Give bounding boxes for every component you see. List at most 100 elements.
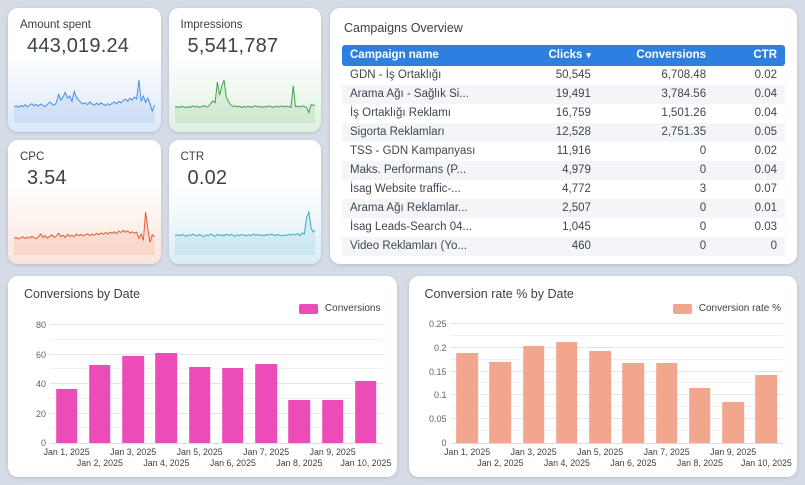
table-cell: ··· <box>342 256 510 264</box>
table-cell: 0.05 <box>754 126 777 138</box>
y-axis-tick-label: 20 <box>35 408 46 419</box>
x-axis-label: Jan 4, 2025 <box>543 458 590 468</box>
bar-jan-1-2025[interactable] <box>55 388 78 443</box>
x-axis-label: Jan 9, 2025 <box>309 447 356 457</box>
table-row[interactable]: TSS - GDN Kampanyası 11,916 0 0.02 <box>342 142 785 161</box>
table-row[interactable]: İsag Website traffic-... 4,772 3 0.07 <box>342 180 785 199</box>
table-cell: 12,528 <box>555 126 591 138</box>
gridline <box>450 334 783 336</box>
table-row-partial: ············ <box>342 256 785 264</box>
bar-jan-4-2025[interactable] <box>556 341 578 443</box>
sparkline-chart <box>14 71 155 123</box>
column-header-conversions[interactable]: Conversions <box>598 45 715 66</box>
bar-jan-4-2025[interactable] <box>155 353 178 443</box>
kpi-value: 443,019.24 <box>27 35 130 57</box>
column-header-clicks-label: Clicks <box>548 49 583 61</box>
gridline <box>450 406 783 408</box>
table-row[interactable]: İş Ortaklığı Reklamı 16,759 1,501.26 0.04 <box>342 104 785 123</box>
table-cell: 0 <box>699 164 707 176</box>
plot-area: 0 0.05 0.1 0.15 0.2 0.25 <box>429 318 783 448</box>
kpi-card-impressions: Impressions 5,541,787 <box>168 8 321 132</box>
bar-jan-5-2025[interactable] <box>589 351 611 443</box>
legend-conversions[interactable]: Conversions <box>298 303 381 314</box>
table-row[interactable]: GDN - İş Ortaklığı 50,545 6,708.48 0.02 <box>342 66 785 85</box>
legend-conversion-rate[interactable]: Conversion rate % <box>672 303 781 314</box>
table-cell: ··· <box>510 256 599 264</box>
bar-jan-8-2025[interactable] <box>288 400 311 443</box>
bar-jan-10-2025[interactable] <box>755 374 778 443</box>
table-row[interactable]: Maks. Performans (P... 4,979 0 0.04 <box>342 161 785 180</box>
sparkline-chart <box>174 71 315 123</box>
table-cell: İsag Website traffic-... <box>350 183 461 195</box>
bottom-section: Conversions by Date Conversions 0 20 40 60 8… <box>8 276 797 477</box>
bar-jan-7-2025[interactable] <box>255 363 277 443</box>
x-axis-label: Jan 6, 2025 <box>209 458 256 468</box>
gridline <box>450 322 783 324</box>
x-axis-label: Jan 2, 2025 <box>76 458 123 468</box>
table-cell: 4,979 <box>562 164 591 176</box>
table-row[interactable]: Arama Ağı - Sağlık Si... 19,491 3,784.56 0.… <box>342 85 785 104</box>
bar-jan-5-2025[interactable] <box>188 366 211 443</box>
table-cell: TSS - GDN Kampanyası <box>350 145 476 157</box>
bar-jan-3-2025[interactable] <box>122 356 144 443</box>
sparkline-chart <box>14 203 155 255</box>
bar-jan-10-2025[interactable] <box>355 381 377 443</box>
x-axis-label: Jan 1, 2025 <box>43 447 90 457</box>
column-header-ctr[interactable]: CTR <box>714 45 785 66</box>
table-cell: İsag Leads-Search 04... <box>350 221 473 233</box>
bar-jan-6-2025[interactable] <box>622 363 645 443</box>
table-row[interactable]: Video Reklamları (Yo... 460 0 0 <box>342 237 785 256</box>
x-axis-label: Jan 10, 2025 <box>340 458 392 468</box>
gridline <box>450 394 783 396</box>
bar-jan-8-2025[interactable] <box>689 387 711 443</box>
kpi-value: 0.02 <box>187 167 228 189</box>
gridline <box>450 370 783 372</box>
table-cell: Video Reklamları (Yo... <box>350 240 467 252</box>
plot-area: 0 20 40 60 80 <box>36 318 383 448</box>
bar-jan-9-2025[interactable] <box>722 401 744 443</box>
bar-jan-1-2025[interactable] <box>456 352 478 443</box>
conversion-rate-by-date-chart: Conversion rate % by Date Conversion rat… <box>408 276 797 477</box>
bar-jan-7-2025[interactable] <box>655 363 678 443</box>
bar-jan-2-2025[interactable] <box>489 362 512 443</box>
bar-jan-2-2025[interactable] <box>89 365 111 443</box>
legend-swatch <box>298 303 318 314</box>
y-axis-tick-label: 0 <box>441 438 447 448</box>
table-cell: 0.01 <box>754 202 777 214</box>
bar-jan-9-2025[interactable] <box>321 400 344 443</box>
kpi-grid: Amount spent 443,019.24 Impressions 5,54… <box>8 8 321 264</box>
table-cell: 2,751.35 <box>661 126 707 138</box>
x-axis-label: Jan 7, 2025 <box>243 447 290 457</box>
bar-jan-6-2025[interactable] <box>222 368 244 443</box>
y-axis-tick-label: 0.1 <box>433 390 447 401</box>
table-cell: ··· <box>714 256 785 264</box>
x-axis-labels: Jan 1, 2025 Jan 2, 2025 Jan 3, 2025 Jan 4, … <box>444 444 792 472</box>
chart-title: Conversion rate % by Date <box>424 287 574 301</box>
bar-jan-3-2025[interactable] <box>522 346 545 443</box>
x-axis-label: Jan 5, 2025 <box>577 447 624 457</box>
column-header-campaign-name[interactable]: Campaign name <box>342 45 511 66</box>
x-axis-label: Jan 4, 2025 <box>143 458 190 468</box>
table-cell: 6,708.48 <box>661 69 707 81</box>
table-row[interactable]: Arama Ağı Reklamlar... 2,507 0 0.01 <box>342 199 785 218</box>
table-cell: Maks. Performans (P... <box>350 164 467 176</box>
x-axis-label: Jan 9, 2025 <box>710 447 757 457</box>
table-row[interactable]: Sigorta Reklamları 12,528 2,751.35 0.05 <box>342 123 785 142</box>
table-cell: 0.02 <box>754 69 777 81</box>
kpi-label: Amount spent <box>20 19 91 31</box>
conversions-by-date-chart: Conversions by Date Conversions 0 20 40 60 8… <box>8 276 397 477</box>
x-axis-label: Jan 7, 2025 <box>643 447 690 457</box>
campaigns-table: Campaign name Clicks ▾ Conversions CTR GD… <box>342 45 785 264</box>
gridline <box>50 412 383 414</box>
y-axis-tick-label: 40 <box>35 379 46 390</box>
gridline <box>50 427 383 429</box>
table-cell: İş Ortaklığı Reklamı <box>350 107 451 119</box>
column-header-clicks[interactable]: Clicks ▾ <box>510 45 599 66</box>
x-axis-label: Jan 5, 2025 <box>176 447 223 457</box>
table-cell: ··· <box>599 256 714 264</box>
gridline <box>450 346 783 348</box>
kpi-card-amount-spent: Amount spent 443,019.24 <box>8 8 161 132</box>
y-axis-tick-label: 80 <box>35 320 46 331</box>
table-row[interactable]: İsag Leads-Search 04... 1,045 0 0.03 <box>342 218 785 237</box>
gridline <box>50 383 383 385</box>
